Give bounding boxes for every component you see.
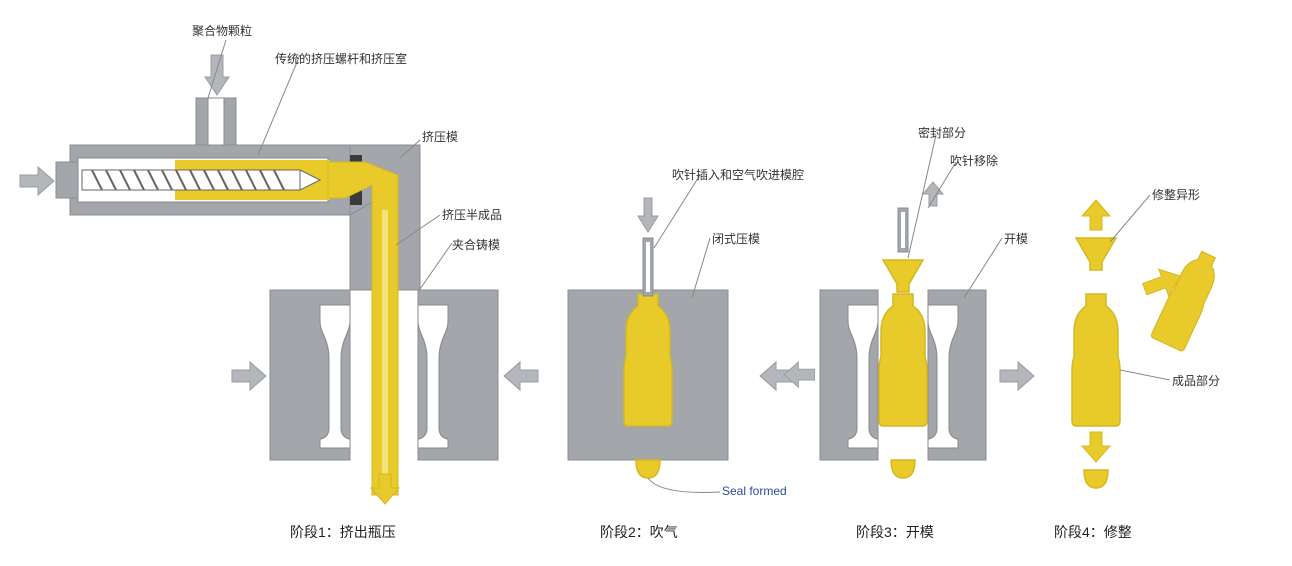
stage-4-label: 阶段4：修整 — [1054, 522, 1132, 542]
label-screw-extruder: 传统的挤压螺杆和挤压室 — [275, 50, 407, 67]
stage-4 — [1072, 195, 1225, 488]
stage-2 — [568, 175, 728, 492]
label-open-mold: 开模 — [1004, 230, 1028, 247]
stage-3-label: 阶段3：开模 — [856, 522, 934, 542]
label-closing-mold: 夹合铸模 — [452, 236, 500, 253]
stage-1-label: 阶段1：挤出瓶压 — [290, 522, 396, 542]
label-blow-pin-air: 吹针插入和空气吹进模腔 — [672, 166, 804, 183]
label-seal-formed: Seal formed — [722, 484, 787, 498]
stage-1 — [20, 40, 538, 504]
label-trim-part: 修整异形 — [1152, 186, 1200, 203]
stage-3 — [784, 135, 1002, 478]
label-extrusion-die: 挤压模 — [422, 128, 458, 145]
diagram-canvas — [0, 0, 1292, 566]
label-sealed-part: 密封部分 — [918, 124, 966, 141]
label-finished-part: 成品部分 — [1172, 372, 1220, 389]
label-closed-mold: 闭式压模 — [712, 230, 760, 247]
label-blow-pin-remove: 吹针移除 — [950, 152, 998, 169]
stage-2-label: 阶段2：吹气 — [600, 522, 678, 542]
label-parison: 挤压半成品 — [442, 206, 502, 223]
label-polymer-granules: 聚合物颗粒 — [192, 22, 252, 39]
